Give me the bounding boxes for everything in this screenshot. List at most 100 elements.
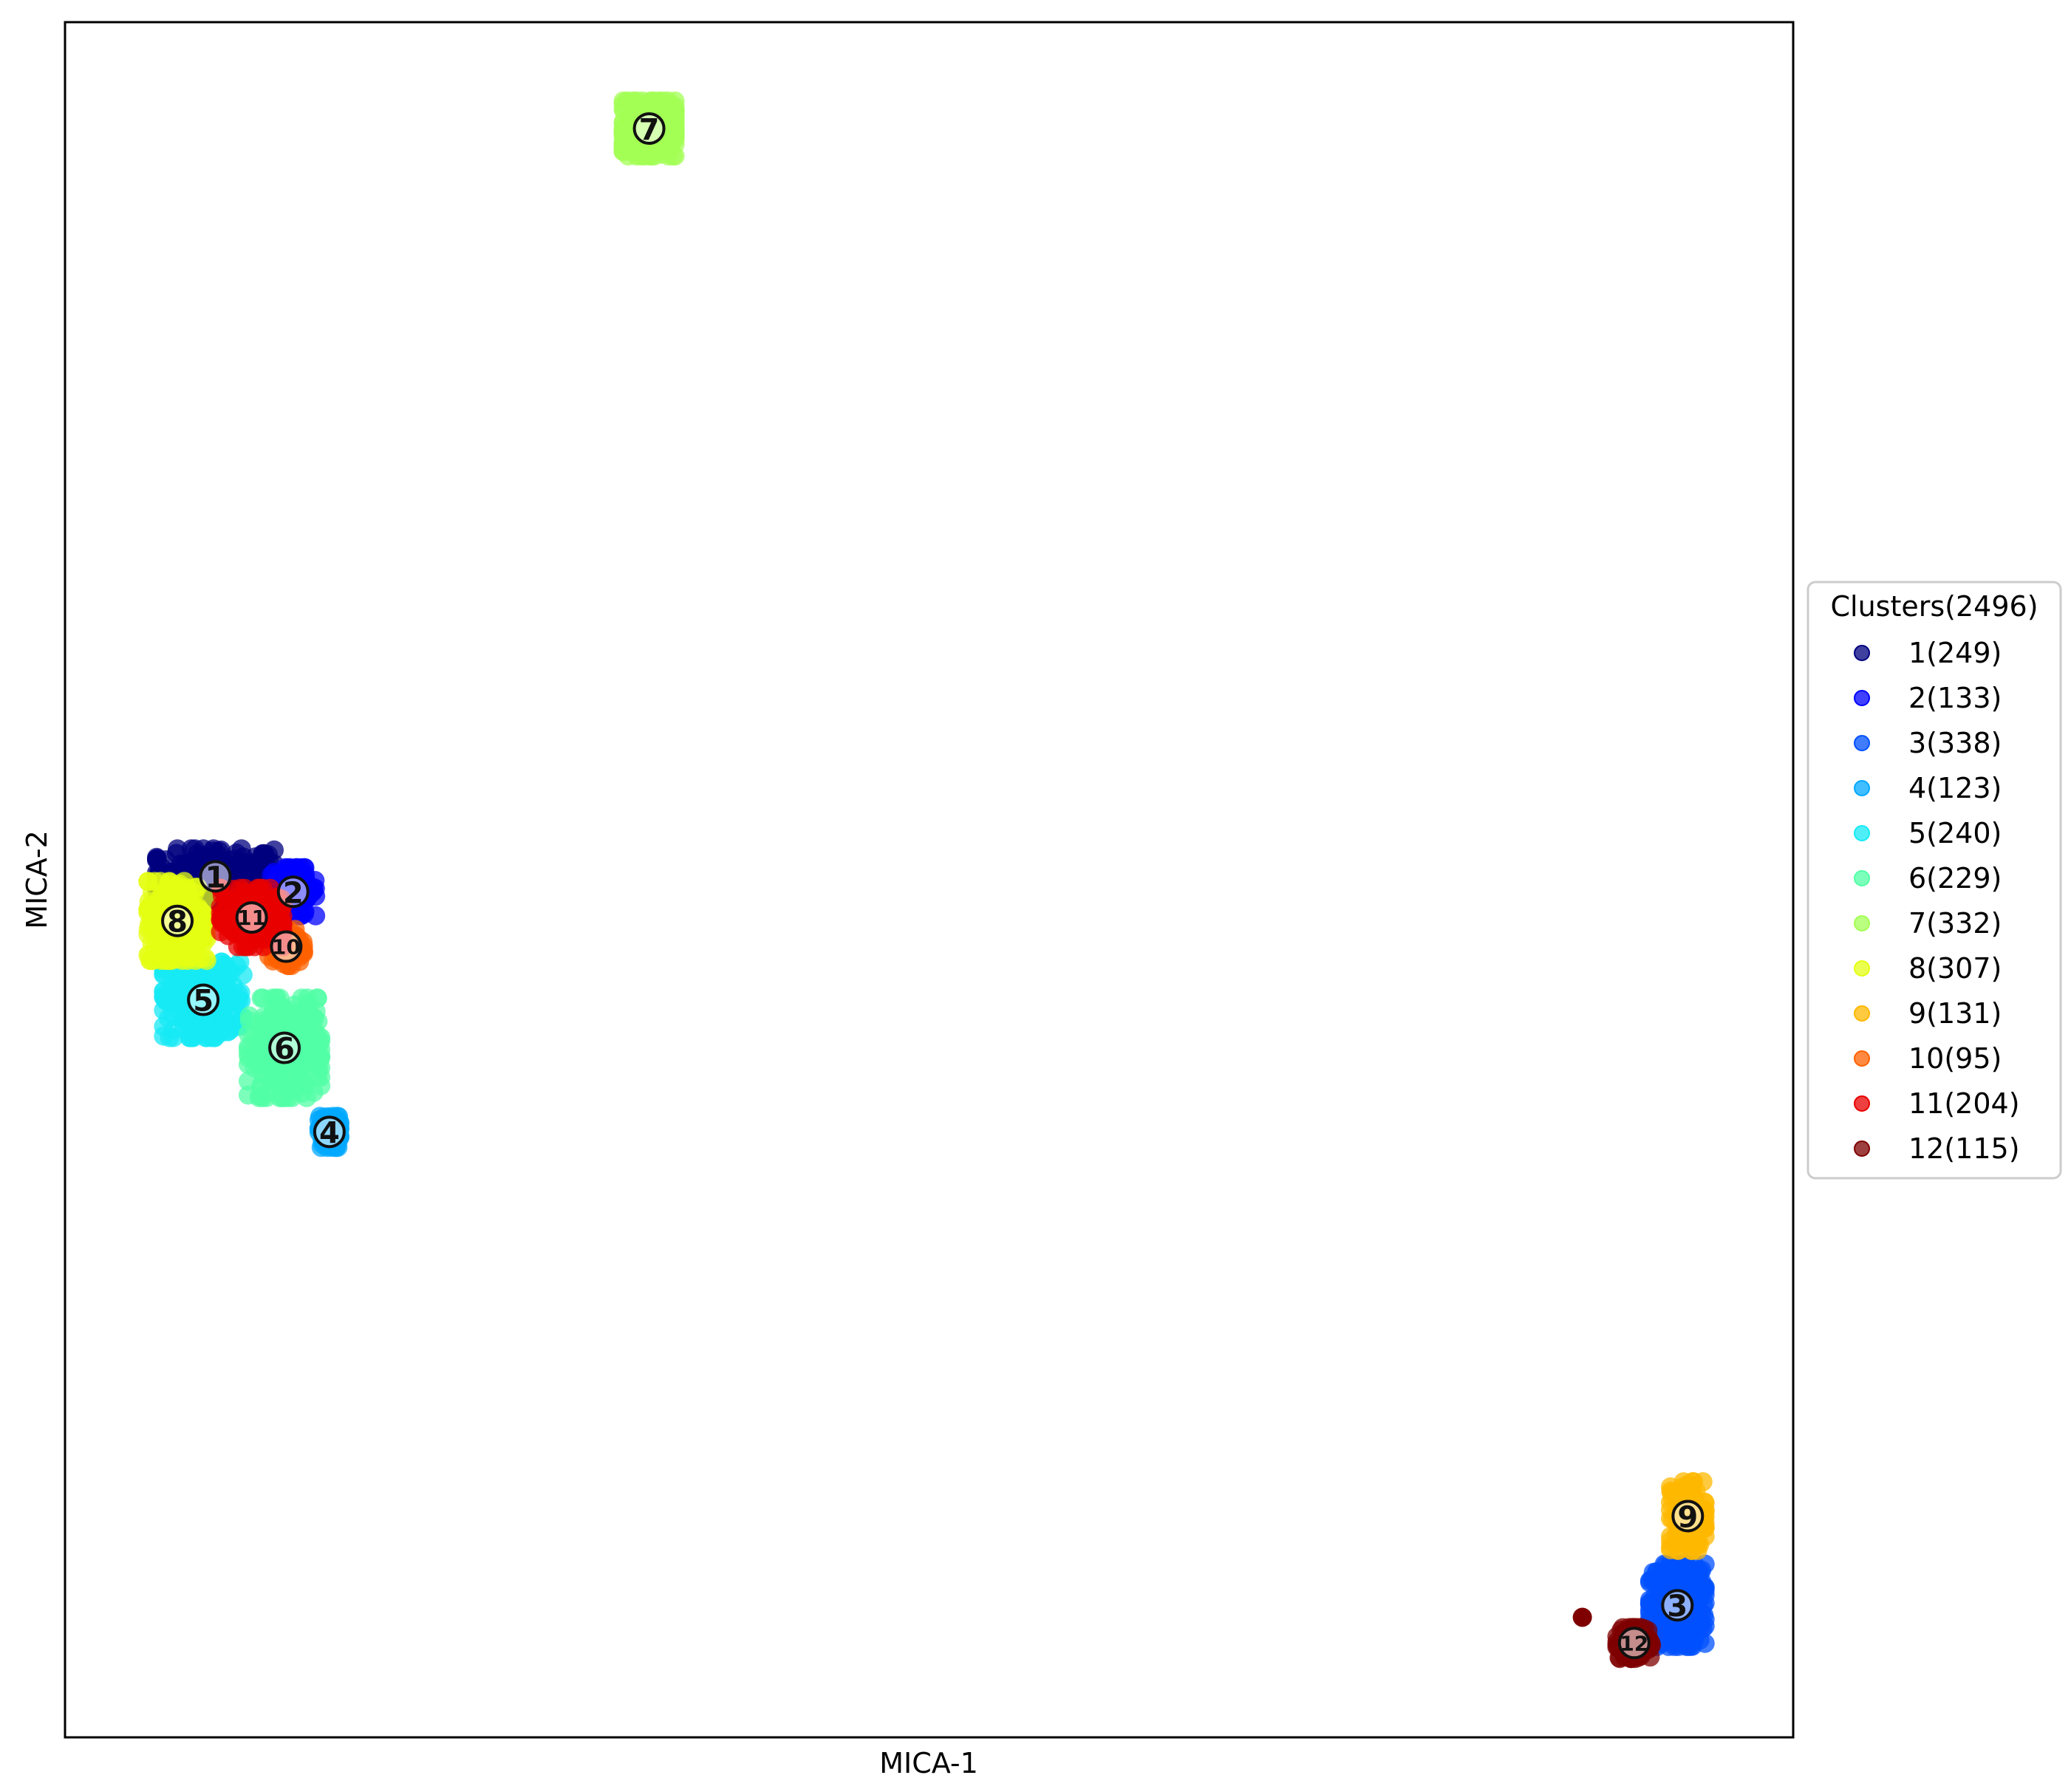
centroid-circle: [276, 875, 310, 909]
legend-label: 10(95): [1908, 1042, 2002, 1075]
legend-title: Clusters(2496): [1830, 590, 2038, 623]
data-point: [307, 988, 327, 1008]
centroid-marker-8: 8: [161, 904, 194, 940]
legend-label: 8(307): [1908, 952, 2002, 985]
legend-marker: [1854, 870, 1870, 886]
centroid-label: 3: [1667, 1590, 1688, 1624]
centroid-circle: [632, 112, 666, 145]
centroid-marker-9: 9: [1671, 1499, 1705, 1534]
data-point: [295, 904, 315, 924]
data-point: [292, 988, 312, 1008]
data-point: [280, 858, 300, 878]
centroid-marker-5: 5: [187, 983, 220, 1019]
data-point: [243, 929, 263, 948]
legend-item-1: 1(249): [1854, 637, 2002, 669]
data-point: [229, 991, 249, 1010]
legend-label: 4(123): [1908, 772, 2002, 804]
centroid-label: 1: [205, 861, 226, 895]
legend-item-9: 9(131): [1854, 997, 2002, 1030]
y-axis-label: MICA-2: [21, 830, 53, 929]
legend-marker: [1854, 690, 1870, 706]
data-point: [251, 988, 271, 1008]
data-point: [1695, 1578, 1715, 1598]
centroid-marker-2: 2: [276, 875, 310, 910]
legend-label: 2(133): [1908, 682, 2002, 714]
legend-item-3: 3(338): [1854, 727, 2002, 759]
data-point: [284, 1010, 304, 1030]
data-point: [218, 926, 238, 945]
centroid-label: 5: [193, 985, 214, 1019]
data-point: [154, 1026, 174, 1046]
legend-item-5: 5(240): [1854, 817, 2002, 849]
centroid-label: 9: [1677, 1500, 1698, 1534]
legend-label: 3(338): [1908, 727, 2002, 759]
data-point: [240, 856, 260, 876]
data-point: [1640, 1590, 1659, 1610]
legend-item-4: 4(123): [1854, 772, 2002, 804]
legend-box: [1806, 581, 2062, 1180]
legend-label: 5(240): [1908, 817, 2002, 849]
legend-item-8: 8(307): [1854, 952, 2002, 985]
data-point: [308, 1011, 328, 1031]
data-point: [1684, 1627, 1704, 1647]
centroid-label: 8: [167, 906, 188, 940]
legend-label: 1(249): [1908, 637, 2002, 669]
data-point: [613, 91, 633, 111]
centroid-label: 11: [237, 906, 266, 930]
data-point: [196, 948, 216, 968]
centroid-circle: [1671, 1499, 1705, 1533]
x-axis-label: MICA-1: [879, 1747, 978, 1779]
data-point: [154, 987, 174, 1007]
data-point: [1660, 1537, 1680, 1557]
data-point: [216, 910, 236, 930]
data-point: [613, 138, 633, 158]
legend-marker: [1854, 735, 1870, 751]
data-point: [638, 146, 658, 165]
data-point: [180, 939, 200, 959]
legend-items: 1(249) 2(133) 3(338) 4(123) 5(240) 6(229) 7(33…: [1854, 637, 2020, 1165]
data-point: [263, 1002, 283, 1022]
data-point: [145, 872, 165, 892]
legend-label: 9(131): [1908, 997, 2002, 1030]
centroid-circle: [199, 860, 232, 893]
legend-marker: [1854, 645, 1870, 661]
data-point: [294, 1072, 314, 1092]
data-point: [147, 849, 167, 869]
data-point: [154, 934, 174, 954]
legend-label: 12(115): [1908, 1132, 2020, 1165]
data-point: [1664, 1623, 1684, 1643]
centroid-label: 7: [639, 113, 660, 147]
legend-item-6: 6(229): [1854, 862, 2002, 895]
data-point: [205, 1027, 225, 1047]
centroid-label: 2: [283, 876, 304, 910]
legend-marker: [1854, 780, 1870, 796]
data-point: [219, 961, 239, 981]
legend-item-12: 12(115): [1854, 1132, 2020, 1165]
legend: Clusters(2496) 1(249) 2(133) 3(338) 4(123) 5…: [1806, 581, 2062, 1180]
centroid-marker-12: 12: [1617, 1627, 1651, 1660]
data-point: [265, 840, 284, 860]
legend-item-7: 7(332): [1854, 907, 2002, 940]
legend-item-10: 10(95): [1854, 1042, 2002, 1075]
plot-area-frame: [64, 21, 1795, 1739]
legend-marker: [1854, 1140, 1870, 1157]
centroid-marker-7: 7: [632, 112, 666, 147]
centroid-circle: [187, 983, 220, 1016]
centroid-marker-6: 6: [268, 1031, 301, 1067]
legend-item-11: 11(204): [1854, 1087, 2020, 1120]
centroid-circle: [268, 1031, 301, 1064]
data-point: [658, 146, 678, 166]
legend-marker: [1854, 825, 1870, 841]
legend-marker: [1854, 1050, 1870, 1067]
centroid-circle: [1661, 1589, 1694, 1622]
centroid-marker-4: 4: [313, 1115, 346, 1150]
data-point: [143, 951, 163, 971]
data-point: [1661, 1481, 1681, 1501]
legend-item-2: 2(133): [1854, 682, 2002, 714]
legend-marker: [1854, 915, 1870, 931]
centroid-marker-3: 3: [1661, 1589, 1694, 1624]
centroid-label: 4: [319, 1116, 340, 1150]
